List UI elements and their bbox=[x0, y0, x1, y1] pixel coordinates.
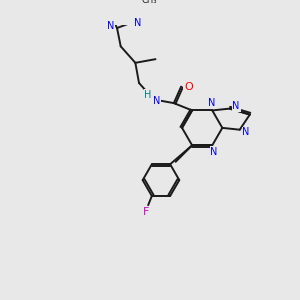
Text: N: N bbox=[210, 147, 218, 157]
Text: CH₃: CH₃ bbox=[141, 0, 157, 5]
Text: N: N bbox=[134, 17, 142, 28]
Text: N: N bbox=[232, 101, 240, 111]
Text: N: N bbox=[107, 21, 114, 31]
Text: O: O bbox=[184, 82, 193, 92]
Text: F: F bbox=[143, 207, 149, 218]
Text: N: N bbox=[153, 96, 160, 106]
Text: N: N bbox=[208, 98, 215, 108]
Text: H: H bbox=[145, 90, 152, 100]
Text: N: N bbox=[242, 128, 250, 137]
